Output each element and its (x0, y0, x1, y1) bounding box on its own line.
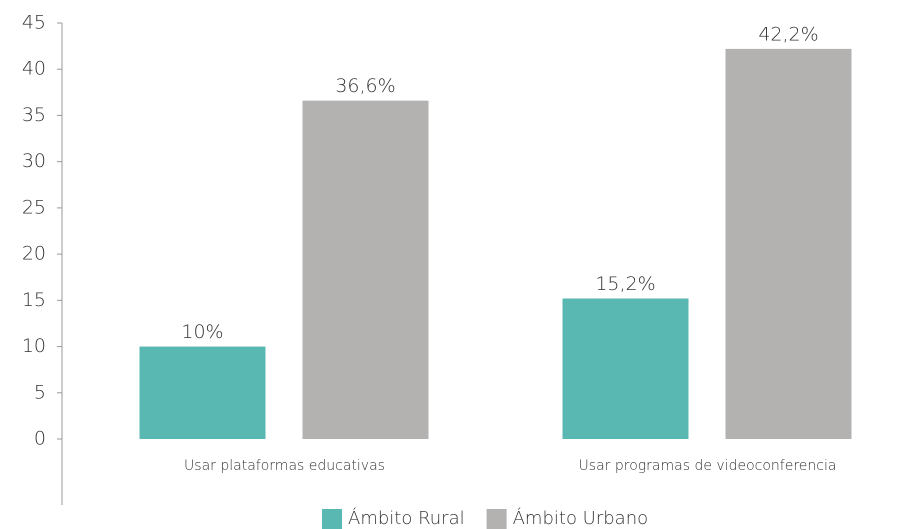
y-tick-label: 45 (22, 12, 46, 34)
y-tick-label: 20 (22, 243, 46, 265)
legend-swatch (322, 509, 342, 529)
y-tick-label: 40 (22, 58, 46, 80)
y-tick-label: 35 (22, 104, 46, 126)
legend-label: Ámbito Urbano (513, 507, 649, 529)
legend-label: Ámbito Rural (348, 507, 465, 529)
x-tick-label: Usar plataformas educativas (184, 458, 385, 474)
value-label: 10% (181, 321, 223, 343)
value-label: 15,2% (595, 273, 655, 295)
bar (302, 100, 429, 440)
bar (725, 48, 852, 439)
y-tick-label: 15 (22, 289, 46, 311)
value-label: 42,2% (758, 23, 818, 45)
value-label: 36,6% (335, 75, 395, 97)
bar (139, 346, 266, 439)
y-tick-label: 25 (22, 196, 46, 218)
y-tick-label: 10 (22, 335, 46, 357)
bar (562, 298, 689, 439)
y-tick-label: 5 (34, 381, 46, 403)
y-tick-label: 0 (34, 428, 46, 450)
x-tick-label: Usar programas de videoconferencia (579, 458, 837, 474)
legend-swatch (486, 509, 507, 529)
y-tick-label: 30 (22, 150, 46, 172)
